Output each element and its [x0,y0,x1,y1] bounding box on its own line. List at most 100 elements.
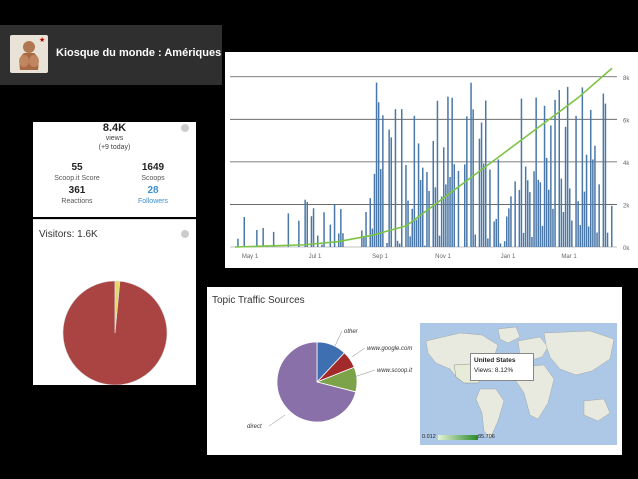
views-bar [611,205,613,247]
views-bar [447,96,449,247]
views-bar [583,191,586,247]
views-bar [298,220,300,247]
views-bar [304,199,306,247]
views-bar [438,235,441,247]
views-bar [575,115,577,247]
views-bar [388,129,390,247]
map-tooltip-value: Views: 8.12% [474,367,514,374]
views-bar [272,231,275,247]
traffic-pie-chart: other www.google.com www.scoop.it direct [247,329,412,430]
views-bar [321,244,323,247]
views-bar [495,219,497,247]
views-bar [510,196,512,247]
x-tick-label: Sep 1 [372,254,388,260]
views-bar [590,109,592,247]
topic-header[interactable]: ★ Kiosque du monde : Amériques [0,25,222,85]
views-bar [594,145,596,247]
views-bar [522,232,525,247]
views-bar [506,216,508,247]
views-bar [466,116,468,247]
views-bar [451,97,453,247]
info-icon[interactable] [181,230,189,238]
views-bar [485,100,487,247]
x-tick-label: May 1 [242,254,259,260]
views-count: 8.4K [102,122,127,134]
views-bar [529,192,531,247]
views-bar [539,182,542,247]
views-bar [548,189,550,247]
views-bar [363,236,365,247]
views-bar [545,157,548,247]
views-bar [453,164,455,247]
views-bar [493,221,495,247]
views-bar [550,125,552,247]
views-bar [323,212,325,247]
views-bar [312,208,315,247]
views-bar [373,173,376,247]
views-bar [405,165,407,247]
followers-value[interactable]: 28 [147,185,159,196]
views-bar [489,169,491,247]
views-bar [409,236,411,247]
views-bar [514,181,516,247]
views-bar [520,98,523,247]
views-bar [440,196,443,247]
views-bar [518,189,521,247]
views-bar [417,143,420,247]
views-bar [499,243,502,247]
views-bar [369,198,371,247]
views-bar [237,238,239,247]
pie-slice-other[interactable] [114,280,121,334]
views-bar [503,241,506,247]
views-bar [445,184,447,247]
views-bar [449,177,451,247]
scoops-label: Scoops [141,175,165,182]
pie-label: direct [247,424,262,430]
views-bar [508,208,510,247]
views-bar [310,216,313,247]
y-tick-label: 6k [623,118,630,124]
map-legend-max: 85.706 [478,434,495,440]
y-tick-label: 4k [623,161,630,167]
views-bar [415,219,418,247]
views-bar [604,103,607,247]
scoops-value: 1649 [141,162,165,173]
views-bar [569,188,571,247]
map-tooltip-country: United States [474,357,516,364]
pie-leader-line [334,330,343,347]
scoopit-score-label: Scoop.it Score [54,175,100,182]
views-bar [606,232,609,247]
views-bar [497,159,500,247]
x-tick-label: Nov 1 [435,254,451,260]
reactions-value: 361 [68,185,86,196]
info-icon[interactable] [181,124,189,132]
views-bar [564,126,567,247]
views-bar [386,242,388,247]
views-bar [428,190,430,247]
views-bar [375,82,378,247]
topic-title[interactable]: Kiosque du monde : Amériques [56,47,222,59]
followers-label[interactable]: Followers [138,198,168,205]
views-bar [464,164,466,247]
pie-slice-direct[interactable] [276,341,357,423]
views-bar [487,238,489,247]
views-bar [390,137,392,247]
views-bar [365,211,367,247]
views-bar [396,240,399,247]
pie-label: other [344,329,359,335]
views-bar [558,89,560,247]
views-bar [394,109,397,248]
views-bar [361,230,363,247]
map-legend-min: 0.012 [422,434,436,440]
views-bar [306,201,308,247]
world-map[interactable]: United States Views: 8.12% 0.012 85.706 [420,323,617,445]
views-bar [457,170,460,247]
views-bar [541,225,544,247]
views-bar [382,115,384,247]
pie-label: www.google.com [367,346,412,352]
views-bar [329,224,332,247]
map-tooltip: United States Views: 8.12% [470,353,534,381]
pie-leader-line [351,347,366,358]
views-bar [377,102,380,247]
views-bar [554,99,556,248]
